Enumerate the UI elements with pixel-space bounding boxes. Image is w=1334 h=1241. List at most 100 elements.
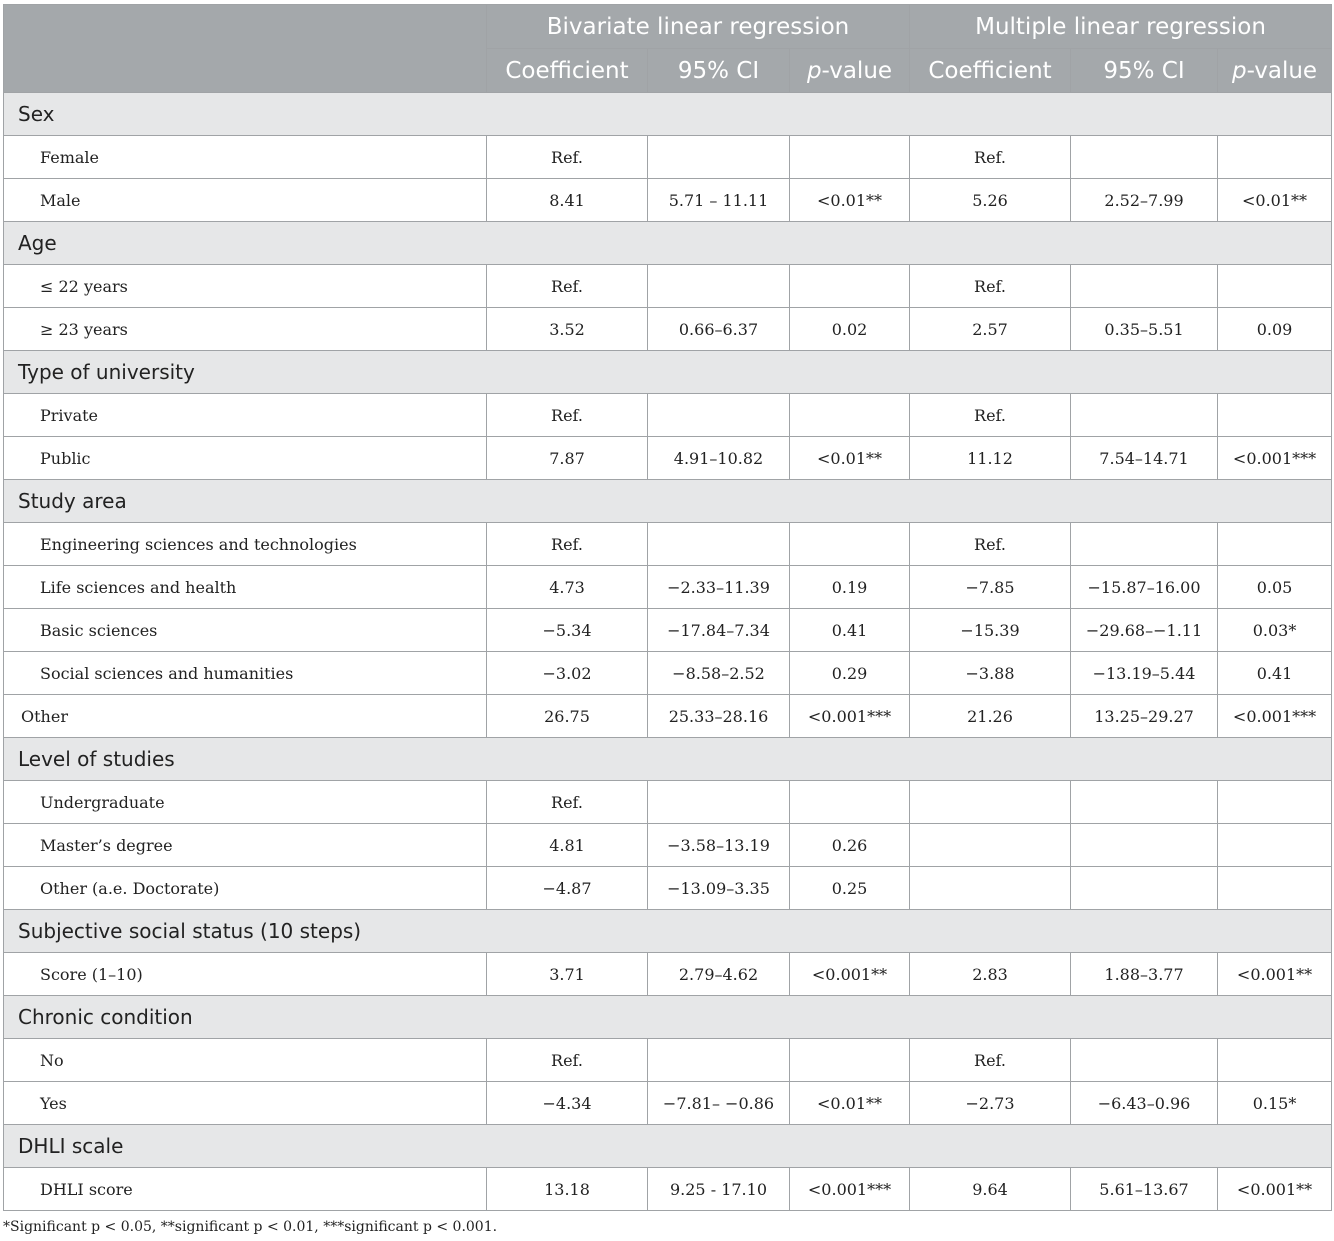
p-multiple-cell <box>1217 135 1333 179</box>
ci-multiple-cell: −15.87–16.00 <box>1070 565 1219 609</box>
p-multiple-cell: 0.41 <box>1217 651 1333 695</box>
coef-multiple-cell: 11.12 <box>909 436 1072 480</box>
ci-multiple-cell <box>1070 1038 1219 1082</box>
ci-bivariate-cell: −7.81– −0.86 <box>647 1081 790 1125</box>
p-multiple-cell <box>1217 1038 1333 1082</box>
p-bivariate-cell: <0.001*** <box>788 1167 911 1211</box>
coef-bivariate-cell: 13.18 <box>486 1167 648 1211</box>
coef-multiple-cell: 2.57 <box>909 307 1072 351</box>
row-label: Yes <box>3 1081 487 1125</box>
ci-multiple-cell: 5.61–13.67 <box>1070 1167 1219 1211</box>
p-bivariate-cell: 0.41 <box>788 608 911 652</box>
row-label: Social sciences and humanities <box>3 651 487 695</box>
coef-bivariate-cell: 4.73 <box>486 565 648 609</box>
coef-bivariate-cell: Ref. <box>486 135 648 179</box>
row-label: ≥ 23 years <box>3 307 487 351</box>
coef-multiple-cell: 9.64 <box>909 1167 1072 1211</box>
coef-bivariate-cell: 8.41 <box>486 178 648 222</box>
row-label: Other <box>3 694 487 738</box>
coef-multiple-cell: Ref. <box>909 1038 1072 1082</box>
ci-bivariate-cell: 0.66–6.37 <box>647 307 790 351</box>
ci-bivariate-cell <box>647 522 790 566</box>
coef-multiple-cell <box>909 866 1072 910</box>
row-label: Private <box>3 393 487 437</box>
ci-bivariate-cell: −3.58–13.19 <box>647 823 790 867</box>
section-title: Age <box>2 221 1333 265</box>
coef-bivariate-cell: −3.02 <box>486 651 648 695</box>
coef-multiple-cell: 2.83 <box>909 952 1072 996</box>
coef-bivariate-cell: Ref. <box>486 393 648 437</box>
coef-multiple-cell: 5.26 <box>909 178 1072 222</box>
p-multiple-cell <box>1217 780 1333 824</box>
p-bivariate-cell <box>788 522 911 566</box>
p-multiple-cell <box>1217 823 1333 867</box>
table-body: Sex Female Ref. Ref. Male 8.41 5.71 – 11.11 <0.… <box>2 92 1333 1211</box>
section-row: Subjective social status (10 steps) <box>2 909 1333 953</box>
coef-multiple-cell: Ref. <box>909 393 1072 437</box>
coef-bivariate-cell: −4.87 <box>486 866 648 910</box>
row-label: Male <box>3 178 487 222</box>
p-multiple-cell: 0.03* <box>1217 608 1333 652</box>
header-multiple: Multiple linear regression <box>909 4 1333 49</box>
section-row: Study area <box>2 479 1333 523</box>
header-empty <box>3 4 487 93</box>
header-coef-2: Coefficient <box>909 48 1072 93</box>
ci-multiple-cell <box>1070 135 1219 179</box>
ci-bivariate-cell: 5.71 – 11.11 <box>647 178 790 222</box>
p-bivariate-cell <box>788 780 911 824</box>
coef-multiple-cell: Ref. <box>909 522 1072 566</box>
p-bivariate-cell: 0.29 <box>788 651 911 695</box>
coef-bivariate-cell: 4.81 <box>486 823 648 867</box>
section-title: Subjective social status (10 steps) <box>2 909 1333 953</box>
p-multiple-cell: <0.001** <box>1217 1167 1333 1211</box>
table-row: Other 26.75 25.33–28.16 <0.001*** 21.26 13.25… <box>3 694 1333 738</box>
ci-multiple-cell: 7.54–14.71 <box>1070 436 1219 480</box>
p-multiple-cell: <0.001*** <box>1217 694 1333 738</box>
section-title: Sex <box>2 92 1333 136</box>
row-label: Score (1–10) <box>3 952 487 996</box>
ci-bivariate-cell <box>647 393 790 437</box>
table-row: Male 8.41 5.71 – 11.11 <0.01** 5.26 2.52–7.99… <box>3 178 1333 222</box>
ci-bivariate-cell: −2.33–11.39 <box>647 565 790 609</box>
coef-bivariate-cell: Ref. <box>486 780 648 824</box>
section-row: DHLI scale <box>2 1124 1333 1168</box>
p-bivariate-cell <box>788 393 911 437</box>
coef-bivariate-cell: Ref. <box>486 1038 648 1082</box>
header-ci-1: 95% CI <box>647 48 790 93</box>
row-label: Public <box>3 436 487 480</box>
footnote: *Significant p < 0.05, **significant p <… <box>3 1219 498 1235</box>
ci-bivariate-cell: 2.79–4.62 <box>647 952 790 996</box>
ci-multiple-cell: 13.25–29.27 <box>1070 694 1219 738</box>
section-row: Chronic condition <box>2 995 1333 1039</box>
row-label: ≤ 22 years <box>3 264 487 308</box>
coef-multiple-cell: −15.39 <box>909 608 1072 652</box>
p-bivariate-cell: 0.02 <box>788 307 911 351</box>
section-row: Age <box>2 221 1333 265</box>
p-bivariate-cell: 0.26 <box>788 823 911 867</box>
ci-bivariate-cell <box>647 264 790 308</box>
p-bivariate-cell: <0.01** <box>788 436 911 480</box>
table-row: Social sciences and humanities −3.02 −8.58… <box>3 651 1333 695</box>
header-p-1: p-value <box>788 48 911 93</box>
p-multiple-cell: <0.01** <box>1217 178 1333 222</box>
p-multiple-cell <box>1217 522 1333 566</box>
ci-bivariate-cell <box>647 135 790 179</box>
section-row: Sex <box>2 92 1333 136</box>
coef-bivariate-cell: 3.52 <box>486 307 648 351</box>
p-multiple-cell <box>1217 264 1333 308</box>
ci-bivariate-cell <box>647 1038 790 1082</box>
coef-bivariate-cell: −5.34 <box>486 608 648 652</box>
table-row: Undergraduate Ref. <box>3 780 1333 824</box>
p-multiple-cell <box>1217 866 1333 910</box>
ci-bivariate-cell: 25.33–28.16 <box>647 694 790 738</box>
section-row: Level of studies <box>2 737 1333 781</box>
row-label: Basic sciences <box>3 608 487 652</box>
coef-bivariate-cell: 26.75 <box>486 694 648 738</box>
table-row: Other (a.e. Doctorate) −4.87 −13.09–3.35 0.… <box>3 866 1333 910</box>
p-multiple-cell: <0.001** <box>1217 952 1333 996</box>
ci-bivariate-cell: 9.25 - 17.10 <box>647 1167 790 1211</box>
ci-bivariate-cell: 4.91–10.82 <box>647 436 790 480</box>
ci-multiple-cell <box>1070 866 1219 910</box>
p-bivariate-cell: <0.01** <box>788 178 911 222</box>
table-row: ≥ 23 years 3.52 0.66–6.37 0.02 2.57 0.35–5.51… <box>3 307 1333 351</box>
